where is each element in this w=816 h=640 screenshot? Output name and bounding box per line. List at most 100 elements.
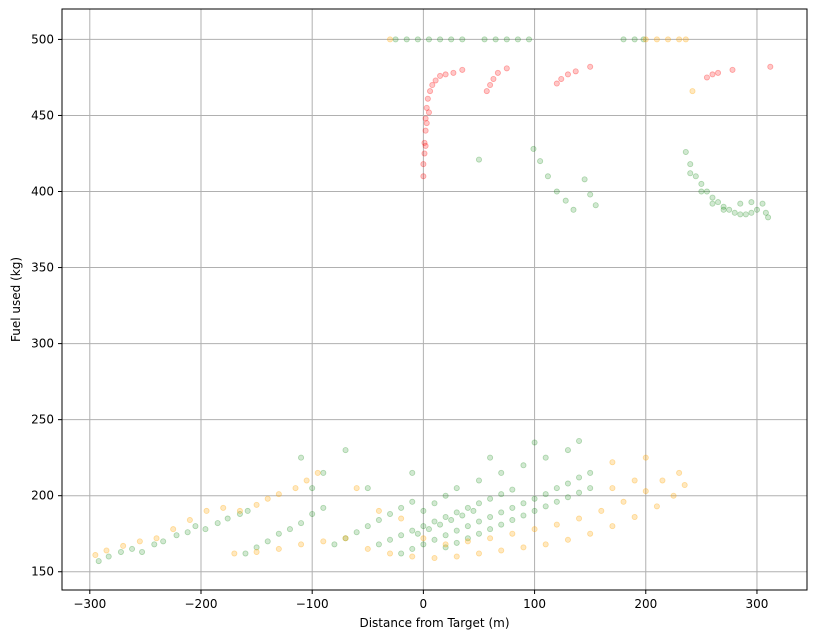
data-point <box>562 197 569 204</box>
data-point <box>442 513 449 520</box>
data-point <box>475 530 482 537</box>
data-point <box>422 142 429 149</box>
data-point <box>353 485 360 492</box>
data-point <box>364 523 371 530</box>
data-point <box>459 36 466 43</box>
data-point <box>264 495 271 502</box>
red-series <box>420 63 774 180</box>
data-point <box>698 180 705 187</box>
data-point <box>429 82 436 89</box>
data-point <box>490 75 497 82</box>
data-point <box>576 474 583 481</box>
data-point <box>442 71 449 78</box>
data-point <box>592 202 599 209</box>
data-point <box>425 526 432 533</box>
data-point <box>526 36 533 43</box>
data-point <box>464 538 471 545</box>
data-point <box>421 150 428 157</box>
y-axis-ticks: 150 200 250 300 350 400 450 500 <box>31 32 62 579</box>
data-point <box>531 439 538 446</box>
data-point <box>170 526 177 533</box>
data-point <box>487 513 494 520</box>
data-point <box>342 535 349 542</box>
data-point <box>398 504 405 511</box>
data-point <box>498 469 505 476</box>
data-point <box>453 509 460 516</box>
data-point <box>414 36 421 43</box>
data-point <box>609 523 616 530</box>
x-tick-label: −200 <box>185 597 218 611</box>
data-point <box>425 109 432 116</box>
data-point <box>423 104 430 111</box>
data-point <box>103 547 110 554</box>
data-point <box>414 530 421 537</box>
y-tick-label: 450 <box>31 108 54 122</box>
data-point <box>520 500 527 507</box>
data-point <box>620 36 627 43</box>
data-point <box>453 527 460 534</box>
data-point <box>442 541 449 548</box>
data-point <box>576 437 583 444</box>
data-point <box>553 498 560 505</box>
data-point <box>682 36 689 43</box>
data-point <box>748 199 755 206</box>
data-point <box>423 120 430 127</box>
data-point <box>475 550 482 557</box>
data-point <box>244 507 251 514</box>
data-point <box>726 206 733 213</box>
data-point <box>631 36 638 43</box>
data-point <box>642 454 649 461</box>
data-point <box>409 553 416 560</box>
x-tick-label: −300 <box>73 597 106 611</box>
data-point <box>509 504 516 511</box>
data-point <box>520 512 527 519</box>
data-point <box>475 156 482 163</box>
data-point <box>564 536 571 543</box>
data-point <box>765 214 772 221</box>
data-point <box>398 532 405 539</box>
data-point <box>409 498 416 505</box>
data-point <box>553 80 560 87</box>
y-tick-label: 250 <box>31 413 54 427</box>
data-point <box>670 492 677 499</box>
green-series <box>95 36 772 565</box>
data-point <box>303 477 310 484</box>
data-point <box>642 36 649 43</box>
data-point <box>498 521 505 528</box>
data-point <box>409 527 416 534</box>
data-point <box>609 485 616 492</box>
data-point <box>298 520 305 527</box>
data-point <box>387 36 394 43</box>
data-point <box>572 68 579 75</box>
data-point <box>748 209 755 216</box>
data-point <box>275 530 282 537</box>
data-point <box>759 200 766 207</box>
data-point <box>665 36 672 43</box>
data-point <box>542 541 549 548</box>
data-point <box>498 509 505 516</box>
data-point <box>442 532 449 539</box>
data-point <box>503 65 510 72</box>
data-point <box>703 188 710 195</box>
data-point <box>432 77 439 84</box>
data-point <box>422 115 429 122</box>
data-point <box>264 538 271 545</box>
data-point <box>184 529 191 536</box>
data-point <box>420 507 427 514</box>
data-point <box>520 462 527 469</box>
data-point <box>483 88 490 95</box>
data-point <box>620 498 627 505</box>
data-point <box>564 480 571 487</box>
data-point <box>558 75 565 82</box>
data-point <box>587 191 594 198</box>
data-point <box>509 517 516 524</box>
data-point <box>464 523 471 530</box>
data-point <box>420 173 427 180</box>
x-tick-label: 0 <box>420 597 428 611</box>
data-point <box>676 36 683 43</box>
data-point <box>737 211 744 218</box>
data-point <box>494 69 501 76</box>
data-point <box>498 547 505 554</box>
data-point <box>737 200 744 207</box>
